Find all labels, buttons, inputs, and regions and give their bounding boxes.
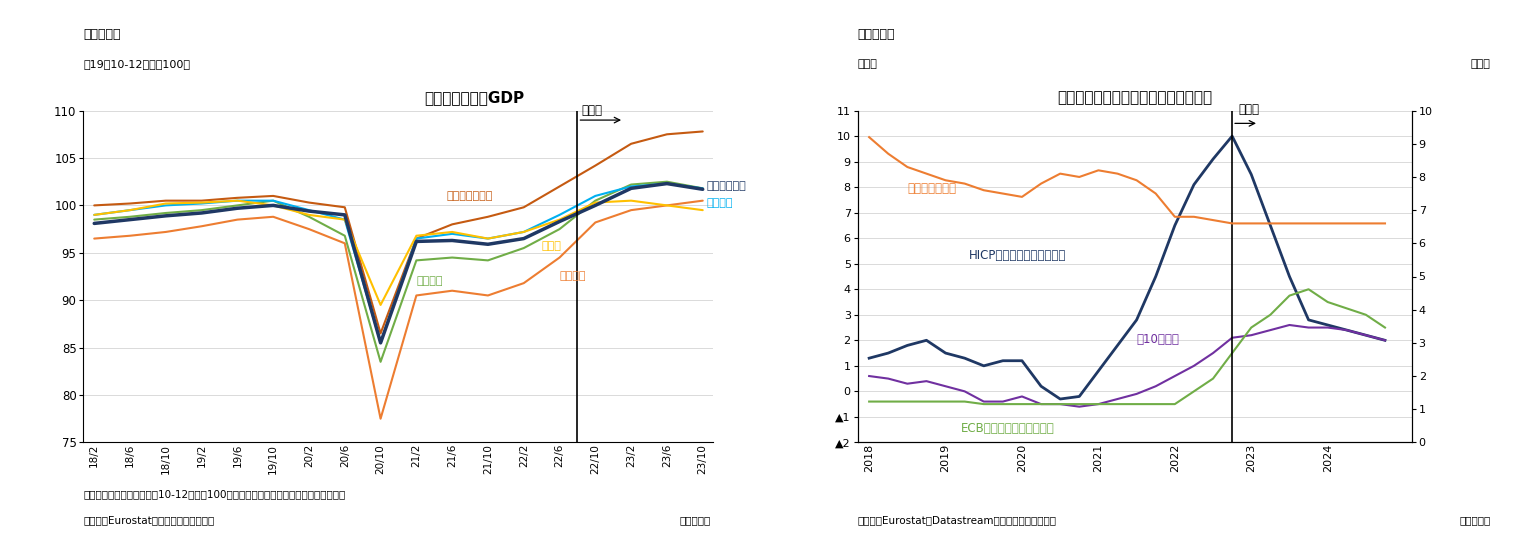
Title: ユーロ圈の実質GDP: ユーロ圈の実質GDP <box>424 90 524 105</box>
Text: （四半期）: （四半期） <box>1459 515 1491 525</box>
Text: その他ユーロ圈: その他ユーロ圈 <box>446 191 493 201</box>
Text: 独10年金利: 独10年金利 <box>1137 333 1179 346</box>
Text: スペイン: スペイン <box>560 272 586 281</box>
Text: HICP上昇率（前年同期比）: HICP上昇率（前年同期比） <box>968 249 1066 262</box>
Text: フランス: フランス <box>706 197 733 207</box>
Text: （図表１）: （図表１） <box>83 28 121 41</box>
Text: （四半期）: （四半期） <box>679 515 710 525</box>
Text: （資料）Eurostat、Datastream、ニッセイ基礎研究所: （資料）Eurostat、Datastream、ニッセイ基礎研究所 <box>858 515 1057 525</box>
Text: （％）: （％） <box>858 59 877 69</box>
Text: （19年10-12月期＝100）: （19年10-12月期＝100） <box>83 59 190 69</box>
Text: 見通し: 見通し <box>581 104 603 117</box>
Text: （％）: （％） <box>1471 59 1491 69</box>
Title: ユーロ圈の物価・金利・失業率見通し: ユーロ圈の物価・金利・失業率見通し <box>1057 90 1213 105</box>
Text: イタリア: イタリア <box>416 276 443 286</box>
Text: ユーロ圈全体: ユーロ圈全体 <box>706 181 745 191</box>
Text: 見通し: 見通し <box>1239 103 1260 116</box>
Text: （注）季節調整値で１ﾙ年10-12月期を100として指数化。見通しはユーロ圈全体のみ: （注）季節調整値で１ﾙ年10-12月期を100として指数化。見通しはユーロ圈全体… <box>83 489 346 499</box>
Text: （図表２）: （図表２） <box>858 28 896 41</box>
Text: （資料）Eurostat、ニッセイ基礎研究所: （資料）Eurostat、ニッセイ基礎研究所 <box>83 515 214 525</box>
Text: 失業率（右軸）: 失業率（右軸） <box>908 182 956 195</box>
Text: ECB預金ファシリティ金利: ECB預金ファシリティ金利 <box>961 422 1055 435</box>
Text: ドイツ: ドイツ <box>542 241 562 251</box>
